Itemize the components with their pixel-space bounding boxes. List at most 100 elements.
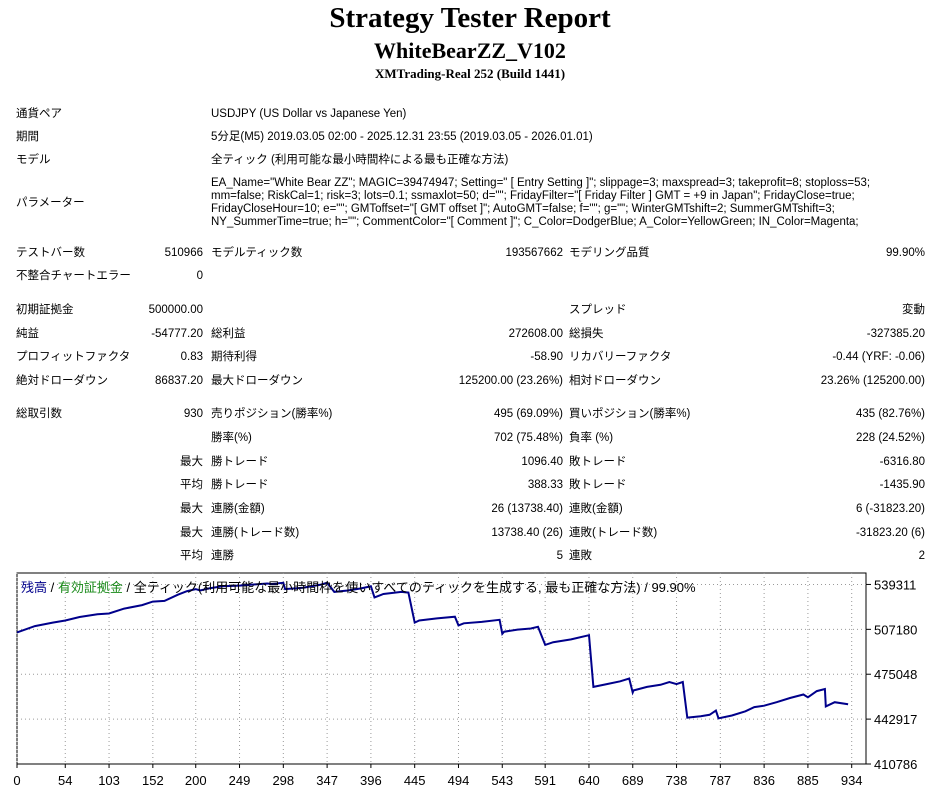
bars-label: テストバー数 — [16, 247, 85, 259]
largest-win-value: 1096.40 — [521, 456, 563, 468]
x-tick-label: 54 — [58, 773, 72, 788]
loss-rate-label: 負率 (%) — [569, 432, 614, 444]
profit-factor-label: プロフィットファクタ — [16, 351, 131, 363]
spread-value: 変動 — [902, 304, 925, 316]
symbol-label: 通貨ペア — [16, 108, 62, 120]
largest-prefix: 最大 — [180, 456, 203, 468]
maximal-drawdown-label: 最大ドローダウン — [211, 375, 303, 387]
bars-value: 510966 — [164, 247, 203, 259]
profit-factor-value: 0.83 — [180, 351, 203, 363]
x-tick-label: 934 — [841, 773, 863, 788]
x-tick-label: 494 — [448, 773, 470, 788]
y-tick-label: 410786 — [874, 757, 917, 772]
consecutive-losses-trades-value: -31823.20 (6) — [855, 527, 925, 539]
quality-value: 99.90% — [885, 247, 925, 259]
consecutive-losses-amount-value: 6 (-31823.20) — [855, 503, 925, 515]
largest-win-label: 勝トレード — [211, 456, 269, 468]
model-value: 全ティック (利用可能な最小時間枠による最も正確な方法) — [211, 154, 509, 166]
average-prefix: 平均 — [180, 479, 203, 491]
symbol-value: USDJPY (US Dollar vs Japanese Yen) — [211, 108, 407, 120]
y-tick-label: 442917 — [874, 712, 917, 727]
largest-loss-value: -6316.80 — [879, 456, 925, 468]
net-profit-value: -54777.20 — [151, 328, 203, 340]
average-prefix-consec: 平均 — [180, 550, 203, 562]
consecutive-wins-trades-value: 13738.40 (26) — [491, 527, 563, 539]
expected-payoff-value: -58.90 — [530, 351, 563, 363]
expected-payoff-label: 期待利得 — [211, 351, 257, 363]
absolute-drawdown-label: 絶対ドローダウン — [16, 375, 108, 387]
consecutive-wins-trades-label: 連勝(トレード数) — [211, 527, 300, 539]
period-value: 5分足(M5) 2019.03.05 02:00 - 2025.12.31 23… — [211, 131, 593, 143]
short-positions-label: 売りポジション(勝率%) — [211, 408, 333, 420]
x-tick-label: 543 — [491, 773, 513, 788]
x-tick-label: 787 — [709, 773, 731, 788]
x-tick-label: 298 — [272, 773, 294, 788]
long-positions-value: 435 (82.76%) — [855, 408, 925, 420]
x-tick-label: 249 — [229, 773, 251, 788]
consecutive-wins-amount-value: 26 (13738.40) — [491, 503, 563, 515]
expert-advisor-name: WhiteBearZZ_V102 — [374, 38, 566, 63]
short-positions-value: 495 (69.09%) — [493, 408, 563, 420]
caption-model-quality: / 全ティック(利用可能な最小時間枠を使いすべてのティックを生成する, 最も正確… — [122, 580, 696, 595]
average-loss-value: -1435.90 — [879, 479, 925, 491]
maximal-drawdown-value: 125200.00 (23.26%) — [458, 375, 563, 387]
ticks-label: モデルティック数 — [211, 247, 303, 259]
y-axis-ticks: 539311 507180 475048 442917 410786 — [866, 577, 917, 772]
x-axis-ticks: 0 54 103 152 200 249 298 347 396 445 494 543 591 640 6… — [13, 764, 863, 788]
average-win-value: 388.33 — [527, 479, 563, 491]
mismatch-label: 不整合チャートエラー — [16, 270, 131, 282]
x-tick-label: 885 — [797, 773, 819, 788]
balance-chart: 539311 507180 475048 442917 410786 0 54 103 152… — [13, 572, 917, 788]
x-tick-label: 689 — [622, 773, 644, 788]
average-consecutive-losses-value: 2 — [918, 550, 925, 562]
average-loss-label: 敗トレード — [569, 479, 627, 491]
x-tick-label: 640 — [578, 773, 600, 788]
win-rate-label: 勝率(%) — [211, 432, 252, 444]
chart-caption: 残高 / 有効証拠金 / 全ティック(利用可能な最小時間枠を使いすべてのティック… — [21, 577, 696, 596]
x-tick-label: 0 — [13, 773, 20, 788]
server-build: XMTrading-Real 252 (Build 1441) — [374, 66, 566, 81]
win-rate-value: 702 (75.48%) — [493, 432, 563, 444]
caption-balance: 残高 — [21, 580, 48, 595]
consecutive-losses-amount-label: 連敗(金額) — [569, 503, 623, 515]
consecutive-losses-trades-label: 連敗(トレード数) — [569, 527, 658, 539]
x-tick-label: 347 — [316, 773, 338, 788]
relative-drawdown-label: 相対ドローダウン — [569, 375, 661, 387]
average-consecutive-wins-label: 連勝 — [211, 550, 234, 562]
y-tick-label: 507180 — [874, 622, 917, 637]
gross-loss-label: 総損失 — [569, 328, 604, 340]
loss-rate-value: 228 (24.52%) — [855, 432, 925, 444]
recovery-factor-value: -0.44 (YRF: -0.06) — [832, 351, 925, 363]
net-profit-label: 純益 — [16, 328, 39, 340]
gross-profit-value: 272608.00 — [508, 328, 563, 340]
report-title: Strategy Tester Report — [329, 2, 611, 34]
average-win-label: 勝トレード — [211, 479, 269, 491]
x-tick-label: 738 — [666, 773, 688, 788]
deposit-label: 初期証拠金 — [16, 304, 74, 316]
relative-drawdown-value: 23.26% (125200.00) — [820, 375, 925, 387]
spread-label: スプレッド — [569, 304, 627, 316]
x-tick-label: 103 — [98, 773, 120, 788]
parameters-value: EA_Name="White Bear ZZ"; MAGIC=39474947;… — [211, 177, 871, 228]
x-tick-label: 200 — [185, 773, 207, 788]
y-tick-label: 475048 — [874, 667, 917, 682]
max-prefix-consec-trades: 最大 — [180, 527, 203, 539]
chart-grid — [16, 573, 866, 764]
gross-profit-label: 総利益 — [211, 328, 246, 340]
caption-separator: / — [47, 580, 58, 595]
recovery-factor-label: リカバリーファクタ — [569, 351, 672, 363]
model-label: モデル — [16, 154, 51, 166]
long-positions-label: 買いポジション(勝率%) — [569, 408, 691, 420]
x-tick-label: 836 — [753, 773, 775, 788]
parameters-label: パラメーター — [16, 197, 85, 209]
balance-series-line — [16, 581, 849, 720]
total-trades-label: 総取引数 — [16, 408, 62, 420]
absolute-drawdown-value: 86837.20 — [155, 375, 203, 387]
mismatch-value: 0 — [196, 270, 203, 282]
average-consecutive-losses-label: 連敗 — [569, 550, 592, 562]
total-trades-value: 930 — [183, 408, 203, 420]
max-prefix-consec-amount: 最大 — [180, 503, 203, 515]
gross-loss-value: -327385.20 — [866, 328, 925, 340]
quality-label: モデリング品質 — [569, 247, 650, 259]
x-tick-label: 152 — [142, 773, 164, 788]
